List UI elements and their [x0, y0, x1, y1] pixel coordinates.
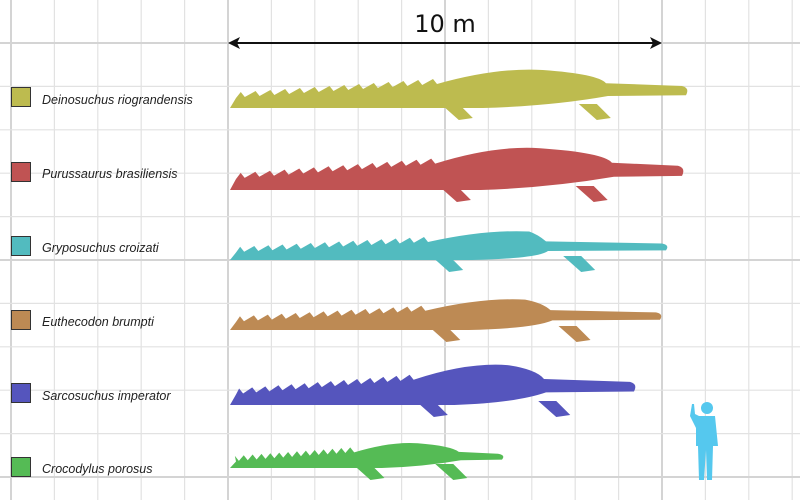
silhouette-crocodylus [230, 443, 504, 468]
scale-label: 10 m [414, 10, 476, 38]
legend-label-deinosuchus: Deinosuchus riograndensis [42, 93, 193, 107]
legend-swatch-sarcosuchus [11, 383, 31, 403]
silhouette-purussaurus [230, 147, 684, 190]
legend-label-crocodylus: Crocodylus porosus [42, 462, 153, 476]
leg-euthecodon [428, 326, 461, 342]
silhouette-deinosuchus [230, 69, 688, 108]
scale-bar [228, 37, 662, 49]
leg-gryposuchus [431, 256, 464, 272]
leg-deinosuchus [440, 104, 473, 120]
legend-swatch-deinosuchus [11, 87, 31, 107]
legend-swatch-crocodylus [11, 457, 31, 477]
legend-label-gryposuchus: Gryposuchus croizati [42, 241, 159, 255]
silhouette-gryposuchus [230, 231, 668, 260]
leg-purussaurus [438, 186, 471, 202]
legend-label-sarcosuchus: Sarcosuchus imperator [42, 389, 171, 403]
silhouette-sarcosuchus [230, 364, 636, 405]
arrow-left-icon [228, 37, 240, 49]
legend-swatch-gryposuchus [11, 236, 31, 256]
leg-euthecodon [558, 326, 591, 342]
leg-sarcosuchus [538, 401, 571, 417]
human-silhouette-icon [690, 402, 718, 480]
leg-crocodylus [435, 464, 468, 480]
arrow-right-icon [650, 37, 662, 49]
leg-deinosuchus [578, 104, 611, 120]
leg-crocodylus [352, 464, 385, 480]
legend-label-euthecodon: Euthecodon brumpti [42, 315, 154, 329]
leg-sarcosuchus [415, 401, 448, 417]
legend-swatch-purussaurus [11, 162, 31, 182]
legend-label-purussaurus: Purussaurus brasiliensis [42, 167, 178, 181]
silhouette-euthecodon [230, 299, 662, 330]
leg-purussaurus [575, 186, 608, 202]
legend-swatch-euthecodon [11, 310, 31, 330]
leg-gryposuchus [563, 256, 596, 272]
